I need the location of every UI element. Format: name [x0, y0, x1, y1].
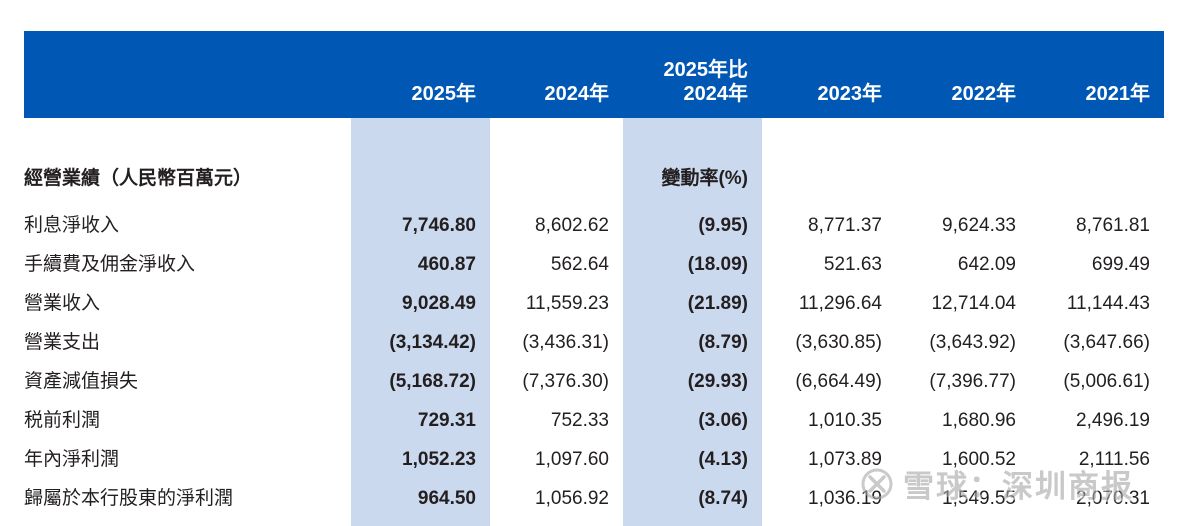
value-2024: 562.64 [550, 254, 609, 275]
value-2025: 460.87 [417, 254, 476, 275]
value-2025: 729.31 [417, 410, 476, 431]
table-header-bar: 2025年 2024年 2025年比 2024年 2023年 2022年 202… [24, 31, 1164, 118]
header-2025: 2025年 [411, 83, 477, 105]
value-2021: 2,496.19 [1076, 410, 1150, 431]
value-2021: (5,006.61) [1063, 371, 1150, 392]
value-change: (21.89) [687, 293, 748, 314]
row-label: 營業支出 [24, 332, 101, 353]
table-body: 經營業績（人民幣百萬元） 變動率(%) 利息淨收入 7,746.80 8,602… [24, 159, 1164, 518]
row-label: 資產減值損失 [24, 371, 139, 392]
value-2021: 8,761.81 [1076, 215, 1150, 236]
value-2024: 1,097.60 [535, 449, 609, 470]
value-2023: 1,036.19 [808, 488, 882, 509]
row-label: 歸屬於本行股東的淨利潤 [24, 488, 234, 509]
table-row: 歸屬於本行股東的淨利潤 964.50 1,056.92 (8.74) 1,036… [24, 479, 1164, 518]
table-row: 資產減值損失 (5,168.72) (7,376.30) (29.93) (6,… [24, 362, 1164, 401]
value-change: (9.95) [698, 215, 748, 236]
header-2024: 2024年 [544, 83, 610, 105]
header-change-line2: 2024年 [683, 83, 749, 105]
table-row: 營業支出 (3,134.42) (3,436.31) (8.79) (3,630… [24, 323, 1164, 362]
value-2021: (3,647.66) [1063, 332, 1150, 353]
value-2021: 2,111.56 [1078, 449, 1150, 470]
row-label: 税前利潤 [24, 410, 101, 431]
value-2021: 2,070.31 [1076, 488, 1150, 509]
table-row: 手續費及佣金淨收入 460.87 562.64 (18.09) 521.63 6… [24, 245, 1164, 284]
value-2025: 7,746.80 [402, 215, 476, 236]
value-2024: 1,056.92 [535, 488, 609, 509]
value-2025: (3,134.42) [389, 332, 476, 353]
value-2025: 9,028.49 [402, 293, 476, 314]
value-2022: 1,680.96 [942, 410, 1016, 431]
value-2022: (3,643.92) [929, 332, 1016, 353]
value-2022: 1,549.55 [942, 488, 1016, 509]
header-2022: 2022年 [951, 83, 1017, 105]
value-2025: (5,168.72) [389, 371, 476, 392]
value-2022: 642.09 [957, 254, 1016, 275]
table-row: 利息淨收入 7,746.80 8,602.62 (9.95) 8,771.37 … [24, 206, 1164, 245]
value-2022: 9,624.33 [942, 215, 1016, 236]
value-2022: 12,714.04 [931, 293, 1016, 314]
header-change-vs-prior: 2025年比 2024年 [623, 58, 762, 118]
value-change: (29.93) [687, 371, 748, 392]
value-2022: 1,600.52 [942, 449, 1016, 470]
value-2024: 8,602.62 [535, 215, 609, 236]
value-2023: 521.63 [823, 254, 882, 275]
row-label: 利息淨收入 [24, 215, 120, 236]
value-2024: 11,559.23 [525, 293, 609, 314]
table-row: 年內淨利潤 1,052.23 1,097.60 (4.13) 1,073.89 … [24, 440, 1164, 479]
value-2022: (7,396.77) [929, 371, 1016, 392]
row-label: 手續費及佣金淨收入 [24, 254, 196, 275]
table-row: 税前利潤 729.31 752.33 (3.06) 1,010.35 1,680… [24, 401, 1164, 440]
header-2021: 2021年 [1085, 83, 1151, 105]
table-row: 營業收入 9,028.49 11,559.23 (21.89) 11,296.6… [24, 284, 1164, 323]
header-spacer [24, 106, 351, 118]
value-2025: 1,052.23 [402, 449, 476, 470]
value-2023: (6,664.49) [795, 371, 882, 392]
value-change: (8.79) [698, 332, 748, 353]
value-2025: 964.50 [417, 488, 476, 509]
table-section-row: 經營業績（人民幣百萬元） 變動率(%) [24, 159, 1164, 206]
header-2023: 2023年 [817, 83, 883, 105]
value-change: (8.74) [698, 488, 748, 509]
header-change-line1: 2025年比 [663, 59, 749, 81]
value-change: (3.06) [698, 410, 748, 431]
value-2023: 1,073.89 [808, 449, 882, 470]
highlight-band-2025-column [351, 118, 490, 526]
value-2023: 8,771.37 [808, 215, 882, 236]
highlight-band-change-column [623, 118, 762, 526]
value-change: (18.09) [687, 254, 748, 275]
value-2024: (7,376.30) [522, 371, 609, 392]
row-label: 營業收入 [24, 293, 101, 314]
change-rate-unit-header: 變動率(%) [661, 168, 748, 189]
value-change: (4.13) [698, 449, 748, 470]
section-label: 經營業績（人民幣百萬元） [24, 168, 253, 189]
value-2023: (3,630.85) [795, 332, 882, 353]
value-2024: 752.33 [550, 410, 609, 431]
value-2021: 11,144.43 [1066, 293, 1150, 314]
value-2021: 699.49 [1091, 254, 1150, 275]
row-label: 年內淨利潤 [24, 449, 120, 470]
value-2024: (3,436.31) [522, 332, 609, 353]
value-2023: 11,296.64 [798, 293, 882, 314]
value-2023: 1,010.35 [808, 410, 882, 431]
